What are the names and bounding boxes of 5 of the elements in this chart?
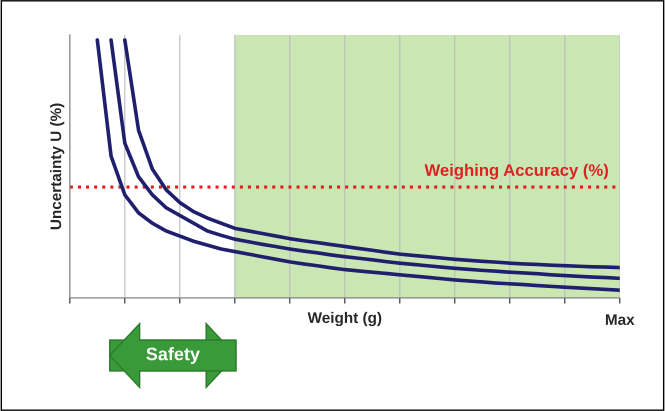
text: Safety: [146, 347, 200, 364]
y-axis-title: Uncertainty U (%): [50, 104, 64, 230]
x-axis-title: Weight (g): [308, 312, 382, 326]
text: Max: [606, 314, 635, 325]
ref-line-label: Weighing Accuracy (%): [424, 164, 608, 180]
